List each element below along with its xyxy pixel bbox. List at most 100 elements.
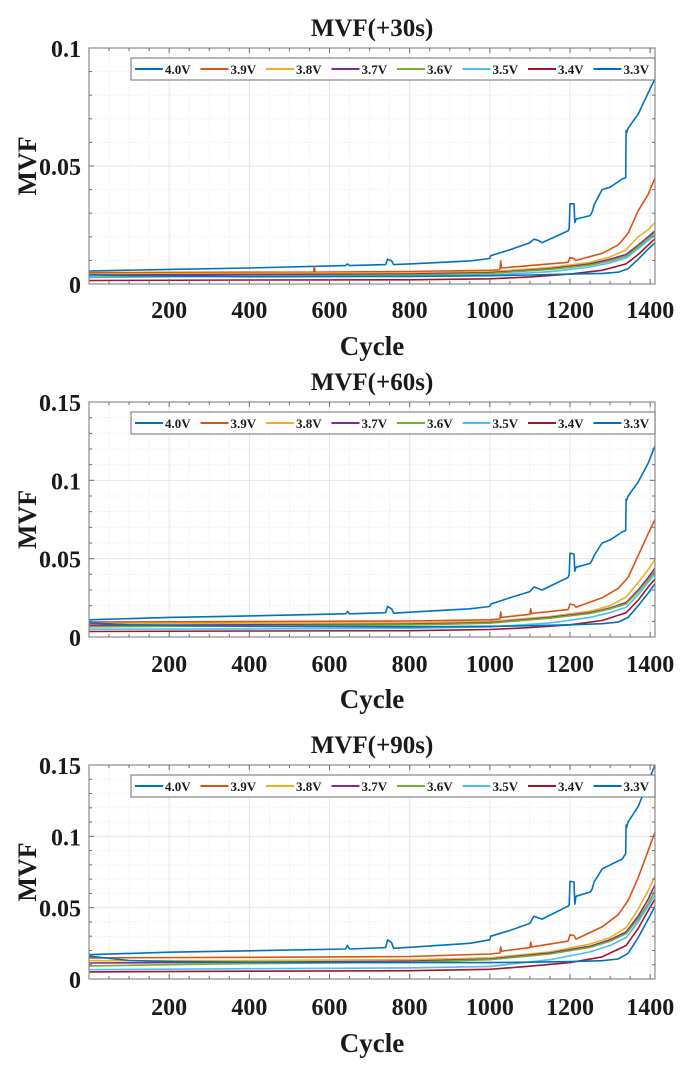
x-tick-label: 200 [151,995,187,1021]
series-line-3-3v-b [89,242,655,278]
y-tick-label: 0.1 [51,37,81,63]
x-tick-label: 200 [151,298,187,324]
legend-label: 4.0V [165,62,191,77]
legend-item-3-7v: 3.7V [331,416,388,431]
legend-item-3-4v: 3.4V [528,779,584,794]
series-line-3-3v-b [89,583,655,628]
legend-label: 3.4V [558,62,584,77]
x-tick-label: 600 [312,298,348,324]
legend-label: 3.5V [493,62,519,77]
legend-label: 3.3V [624,416,650,431]
legend-label: 3.4V [558,779,584,794]
y-tick-label: 0.05 [39,548,81,574]
legend-item-3-3v-b: 3.3V [593,416,650,431]
legend-item-3-6v: 3.6V [397,779,453,794]
legend-label: 3.7V [362,779,388,794]
series-group [89,765,655,973]
legend-item-4-0v: 4.0V [135,779,191,794]
x-tick-label: 400 [231,995,267,1021]
x-tick-label: 1000 [466,652,514,678]
legend-label: 3.6V [427,779,453,794]
x-tick-label: 800 [392,652,428,678]
ticks [89,402,655,637]
x-tick-label: 1200 [546,652,594,678]
series-line-3-7v [89,230,655,276]
legend-item-3-6v: 3.6V [397,416,453,431]
legend-label: 3.3V [624,779,650,794]
y-tick-label: 0.1 [51,825,81,851]
legend-label: 3.8V [296,62,322,77]
legend-item-3-9v: 3.9V [200,779,257,794]
legend-label: 3.5V [493,779,519,794]
y-tick-label: 0.15 [39,391,81,417]
legend-item-3-5v: 3.5V [462,779,519,794]
axes-frame [88,764,656,980]
legend-item-3-8v: 3.8V [266,62,322,77]
legend-label: 3.9V [231,62,257,77]
y-tick-label: 0.1 [51,469,81,495]
axes-frame [88,401,656,638]
series-line-3-8v [89,222,655,275]
legend-label: 3.7V [362,416,388,431]
legend-item-3-3v-b: 3.3V [593,62,650,77]
series-group [89,445,655,633]
legend: 4.0V 3.9V 3.8V 3.7V 3.6V 3.5V 3.4V 3.3V [130,57,656,81]
x-tick-label: 1000 [466,995,514,1021]
legend-item-4-0v: 4.0V [135,62,191,77]
x-tick-label: 400 [231,652,267,678]
legend-item-3-8v: 3.8V [266,779,322,794]
chart-mvf-90s: 200 400 600 800 1000 1200 1400 0 0.05 0.1 0.15 MVF(… [13,732,674,1058]
legend-item-3-9v: 3.9V [200,62,257,77]
y-axis-label: MVF [13,842,42,901]
legend-item-3-3v-b: 3.3V [593,779,650,794]
legend-item-3-9v: 3.9V [200,416,257,431]
series-line-4-0v [89,765,655,956]
y-axis-label: MVF [13,490,42,549]
legend-label: 4.0V [165,416,191,431]
x-tick-label: 1400 [626,995,674,1021]
legend-label: 3.9V [231,416,257,431]
series-line-3-8v [89,559,655,625]
x-tick-label: 1400 [626,652,674,678]
y-tick-label: 0.05 [39,155,81,181]
plot-area [89,402,655,637]
x-tick-label: 1000 [466,298,514,324]
legend-label: 3.8V [296,416,322,431]
x-tick-label: 1400 [626,298,674,324]
legend-label: 3.9V [231,779,257,794]
chart-mvf-60s: 200 400 600 800 1000 1200 1400 0 0.05 0.1 0.15 MVF(… [13,369,674,714]
legend-item-3-5v: 3.5V [462,416,519,431]
y-tick-label: 0 [69,273,81,299]
plot-area [89,765,655,979]
legend: 4.0V 3.9V 3.8V 3.7V 3.6V 3.5V 3.4V 3.3V [130,411,656,435]
x-tick-label: 600 [312,995,348,1021]
chart-title: MVF(+60s) [311,369,434,396]
legend-box [130,57,656,81]
legend-item-3-5v: 3.5V [462,62,519,77]
legend-label: 3.8V [296,779,322,794]
x-tick-label: 800 [392,995,428,1021]
legend: 4.0V 3.9V 3.8V 3.7V 3.6V 3.5V 3.4V 3.3V [130,774,656,798]
legend-label: 3.3V [624,62,650,77]
series-line-3-9v [89,831,655,959]
series-group [89,78,655,282]
legend-label: 4.0V [165,779,191,794]
series-line-3-9v [89,519,655,623]
legend-label: 3.6V [427,62,453,77]
x-tick-label: 600 [312,652,348,678]
y-tick-label: 0 [69,968,81,994]
series-line-3-9v [89,177,655,274]
chart-title: MVF(+90s) [311,732,434,759]
legend-item-3-7v: 3.7V [331,62,388,77]
legend-box [130,774,656,798]
series-line-3-4v [89,898,655,973]
series-line-3-5v [89,894,655,971]
series-line-3-5v [89,573,655,631]
series-line-3-7v [89,884,655,964]
x-axis-label: Cycle [340,684,404,714]
x-tick-label: 400 [231,298,267,324]
x-tick-label: 1200 [546,995,594,1021]
x-axis-label: Cycle [340,1028,404,1058]
legend-label: 3.6V [427,416,453,431]
